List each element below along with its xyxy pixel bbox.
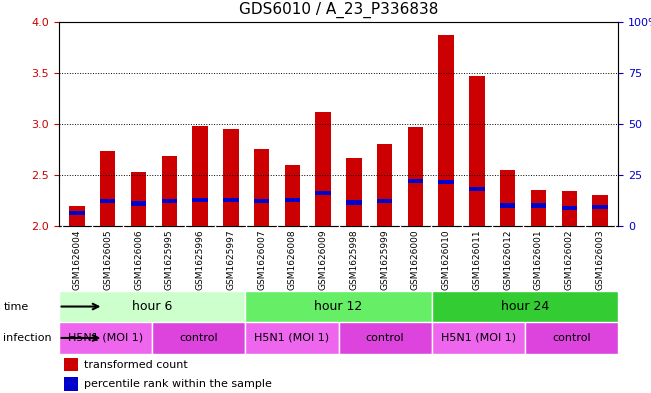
Bar [284,198,300,202]
Text: hour 24: hour 24 [501,300,549,313]
Bar [531,204,546,208]
Text: control: control [553,333,591,343]
FancyBboxPatch shape [245,322,339,354]
Text: GSM1625996: GSM1625996 [195,229,204,290]
Bar [100,151,115,226]
Text: hour 12: hour 12 [314,300,363,313]
Text: H5N1 (MOI 1): H5N1 (MOI 1) [68,333,143,343]
Text: hour 6: hour 6 [132,300,172,313]
FancyBboxPatch shape [59,322,152,354]
Text: infection: infection [3,333,52,343]
Text: GSM1626000: GSM1626000 [411,229,420,290]
Bar [377,199,393,204]
Bar [531,190,546,226]
Bar [500,204,516,208]
FancyBboxPatch shape [245,291,432,322]
FancyBboxPatch shape [432,291,618,322]
Bar [316,191,331,195]
Text: GSM1626012: GSM1626012 [503,229,512,290]
Bar [161,199,177,204]
Bar [346,158,361,226]
Text: control: control [179,333,218,343]
Text: control: control [366,333,404,343]
Bar [592,195,607,226]
FancyBboxPatch shape [525,322,618,354]
Bar [408,127,423,226]
Text: GSM1626011: GSM1626011 [473,229,482,290]
Bar [562,191,577,226]
FancyBboxPatch shape [432,322,525,354]
Bar [70,206,85,226]
Text: H5N1 (MOI 1): H5N1 (MOI 1) [441,333,516,343]
Bar [193,126,208,226]
Bar [131,202,146,206]
Text: percentile rank within the sample: percentile rank within the sample [84,379,271,389]
Text: GSM1626001: GSM1626001 [534,229,543,290]
Bar [469,187,484,191]
Bar [316,112,331,226]
Text: time: time [3,301,29,312]
Text: H5N1 (MOI 1): H5N1 (MOI 1) [255,333,329,343]
Bar [254,199,270,204]
Bar [223,198,238,202]
Text: GSM1626010: GSM1626010 [441,229,450,290]
Bar [377,144,393,226]
Bar [346,200,361,204]
Bar [223,129,238,226]
Bar [562,206,577,209]
Bar [408,179,423,183]
FancyBboxPatch shape [59,291,245,322]
Bar [64,358,78,371]
Text: GSM1626005: GSM1626005 [104,229,113,290]
Text: GDS6010 / A_23_P336838: GDS6010 / A_23_P336838 [239,2,438,18]
Text: GSM1626004: GSM1626004 [72,229,81,290]
Bar [469,76,484,226]
Text: GSM1626008: GSM1626008 [288,229,297,290]
FancyBboxPatch shape [339,322,432,354]
Bar [439,180,454,184]
Text: GSM1626007: GSM1626007 [257,229,266,290]
Bar [500,170,516,226]
Text: GSM1626009: GSM1626009 [318,229,327,290]
Bar [100,199,115,204]
Bar [64,377,78,391]
Bar [592,204,607,209]
Bar [254,149,270,226]
Text: GSM1625995: GSM1625995 [165,229,174,290]
FancyBboxPatch shape [152,322,245,354]
Text: GSM1625997: GSM1625997 [227,229,236,290]
Text: GSM1625998: GSM1625998 [350,229,359,290]
Bar [70,211,85,215]
Text: GSM1626006: GSM1626006 [134,229,143,290]
Bar [284,165,300,226]
Bar [193,198,208,202]
Bar [161,156,177,226]
Text: GSM1625999: GSM1625999 [380,229,389,290]
Text: transformed count: transformed count [84,360,187,370]
Bar [131,172,146,226]
Bar [439,35,454,226]
Text: GSM1626002: GSM1626002 [564,229,574,290]
Text: GSM1626003: GSM1626003 [596,229,605,290]
